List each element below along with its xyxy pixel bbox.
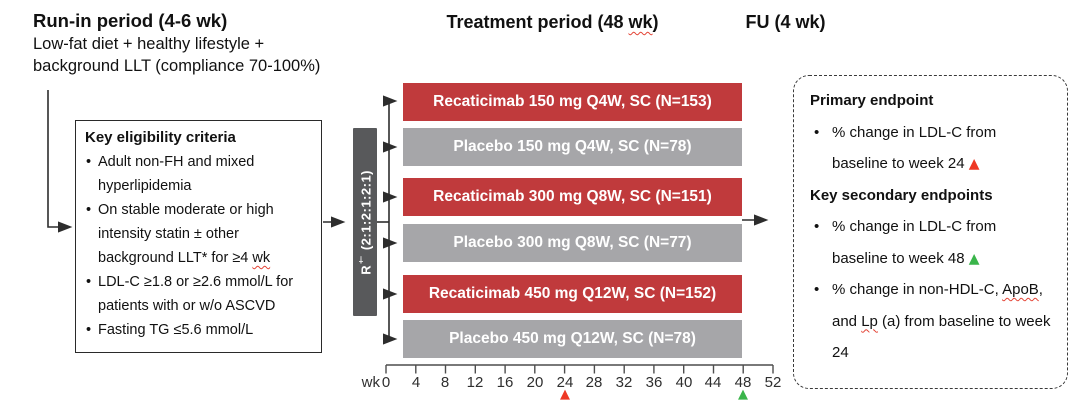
treatment-arm-bar: Placebo 300 mg Q8W, SC (N=77) [403,224,742,262]
randomization-label: R† (2:1:2:1:2:1) [356,169,374,275]
treatment-arm-bar: Placebo 450 mg Q12W, SC (N=78) [403,320,742,358]
eligibility-item: Adult non-FH and mixed hyperlipidemia [85,150,313,198]
axis-tick-label: 4 [411,374,421,391]
endpoint-item: % change in non-HDL-C, ApoB, and Lp (a) … [810,274,1053,369]
followup-period-header: FU (4 wk) [745,12,826,32]
treatment-arm-bar: Recaticimab 450 mg Q12W, SC (N=152) [403,275,742,313]
axis-tick-label: 8 [440,374,450,391]
eligibility-title: Key eligibility criteria [85,129,236,146]
week24-triangle-icon: ▲ [560,387,570,402]
axis-tick-label: 52 [764,374,782,391]
runin-period-header: Run-in period (4-6 wk) Low-fat diet + he… [33,8,363,77]
spellcheck-word: wk [628,12,653,32]
secondary-endpoints-title: Key secondary endpoints [810,186,993,204]
spellcheck-word: ApoB [1002,281,1039,298]
spellcheck-word: wk [252,250,271,266]
axis-tick-label: 32 [615,374,633,391]
treatment-period-header: Treatment period (48 wk) [446,12,659,32]
primary-endpoint-title: Primary endpoint [810,92,934,109]
axis-unit-label: wk [361,374,380,391]
dagger-footnote-mark: † [356,253,367,265]
randomization-box: R† (2:1:2:1:2:1) [353,128,377,316]
runin-title: Run-in period (4-6 wk) [33,10,228,31]
axis-tick-label: 48 [734,374,752,391]
endpoint-item: % change in LDL-C from baseline to week … [810,117,1053,180]
axis-tick-label: 20 [526,374,544,391]
week24-triangle-icon: ▲ [968,156,980,172]
axis-tick-label: 36 [645,374,663,391]
endpoints-panel: Primary endpoint % change in LDL-C from … [793,75,1068,389]
week48-triangle-icon: ▲ [968,250,980,267]
eligibility-list: Adult non-FH and mixed hyperlipidemia On… [85,150,313,342]
axis-tick-label: 16 [496,374,514,391]
eligibility-item: On stable moderate or high intensity sta… [85,198,313,270]
treatment-arm-bar: Recaticimab 300 mg Q8W, SC (N=151) [403,178,742,216]
eligibility-item: Fasting TG ≤5.6 mmol/L [85,318,313,342]
axis-tick-label: 28 [585,374,603,391]
treatment-arm-bar: Placebo 150 mg Q4W, SC (N=78) [403,128,742,166]
week48-triangle-icon: ▲ [738,387,748,402]
axis-tick-label: 0 [381,374,391,391]
eligibility-item: LDL-C ≥1.8 or ≥2.6 mmol/L for patients w… [85,270,313,318]
spellcheck-word: Lp [861,312,878,330]
runin-subtitle-line1: Low-fat diet + healthy lifestyle + [33,35,265,53]
axis-tick-label: 44 [704,374,722,391]
axis-tick-label: 40 [675,374,693,391]
week-axis-ruler [385,364,774,374]
eligibility-criteria-box: Key eligibility criteria Adult non-FH an… [75,120,322,353]
axis-tick-label: 24 [556,374,574,391]
treatment-arm-bar: Recaticimab 150 mg Q4W, SC (N=153) [403,83,742,121]
axis-tick-label: 12 [466,374,484,391]
endpoint-item: % change in LDL-C from baseline to week … [810,211,1053,274]
runin-subtitle-line2: background LLT (compliance 70-100%) [33,57,321,75]
